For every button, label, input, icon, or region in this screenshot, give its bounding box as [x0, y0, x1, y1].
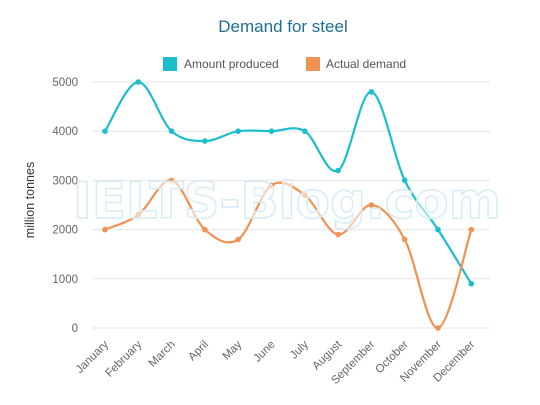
data-point-amount-produced	[468, 280, 475, 287]
data-point-actual-demand	[335, 231, 341, 238]
legend-swatch-actual-demand	[306, 57, 320, 71]
y-tick-label: 0	[72, 323, 78, 335]
data-point-amount-produced	[268, 128, 275, 134]
data-point-amount-produced	[235, 128, 241, 134]
data-point-actual-demand	[302, 192, 308, 198]
gridlines	[92, 81, 490, 329]
data-point-amount-produced	[135, 79, 142, 85]
data-point-amount-produced	[435, 226, 441, 233]
data-point-actual-demand	[102, 226, 108, 233]
y-axis-label: million tonnes	[23, 162, 37, 238]
data-point-actual-demand	[435, 325, 441, 331]
data-point-amount-produced	[168, 128, 175, 134]
data-point-amount-produced	[302, 128, 308, 134]
data-point-actual-demand	[368, 202, 375, 208]
data-point-amount-produced	[102, 128, 108, 134]
y-tick-label: 5000	[52, 77, 78, 89]
y-tick-label: 2000	[52, 225, 78, 237]
x-tick-label: May	[220, 338, 244, 362]
x-tick-label: July	[288, 338, 311, 361]
data-point-actual-demand	[401, 236, 408, 243]
x-tick-label: April	[186, 339, 211, 364]
legend-swatch-amount-produced	[163, 57, 177, 71]
data-point-amount-produced	[335, 167, 341, 174]
data-point-actual-demand	[168, 177, 175, 184]
y-tick-label: 3000	[52, 175, 78, 187]
data-point-actual-demand	[202, 226, 208, 233]
watermark: IELTS-Blog.com	[73, 172, 501, 230]
x-tick-label: February	[103, 338, 144, 379]
x-tick-label: June	[252, 339, 278, 365]
y-tick-label: 4000	[52, 126, 78, 138]
x-tick-label: March	[147, 339, 178, 370]
data-point-actual-demand	[235, 236, 241, 243]
y-axis-ticks: 0 1000 2000 3000 4000 5000	[52, 77, 78, 335]
y-tick-label: 1000	[52, 274, 78, 286]
series-lines	[102, 79, 475, 331]
data-point-amount-produced	[401, 177, 408, 184]
legend-label-amount-produced: Amount produced	[184, 57, 279, 71]
data-point-actual-demand	[135, 212, 142, 218]
legend: Amount produced Actual demand	[163, 57, 406, 71]
legend-label-actual-demand: Actual demand	[326, 57, 406, 71]
data-point-actual-demand	[468, 226, 475, 233]
chart-title: Demand for steel	[218, 17, 347, 36]
data-point-actual-demand	[268, 182, 275, 189]
data-point-amount-produced	[368, 89, 375, 95]
data-point-amount-produced	[202, 138, 208, 144]
